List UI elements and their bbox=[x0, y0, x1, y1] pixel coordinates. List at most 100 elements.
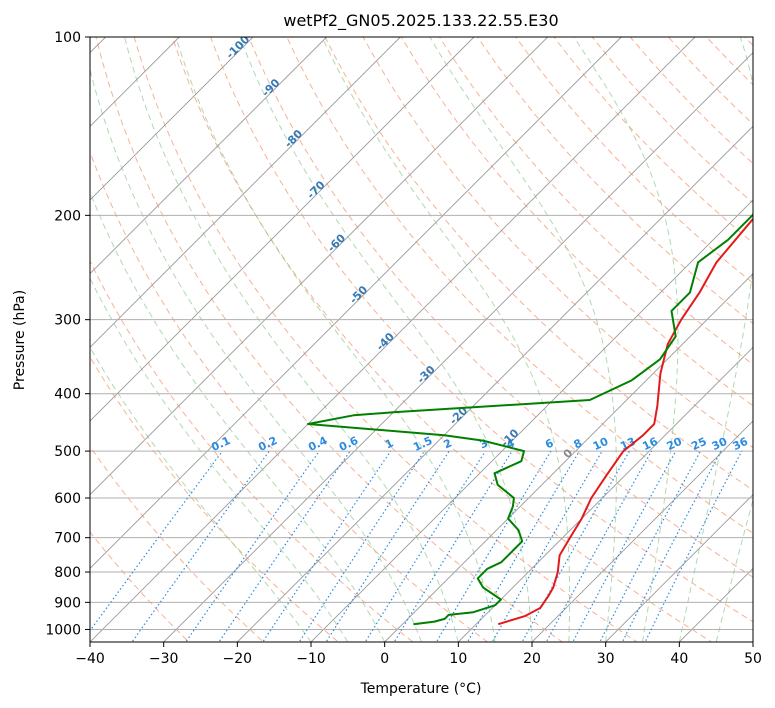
moist-adiabat bbox=[90, 67, 422, 642]
mixing-ratio-label: 6 bbox=[543, 436, 556, 451]
y-tick-label: 400 bbox=[54, 387, 81, 403]
isotherm-line bbox=[458, 346, 753, 642]
dry-adiabat bbox=[629, 37, 753, 165]
dry-adiabat bbox=[248, 37, 753, 578]
moist-adiabat bbox=[321, 37, 571, 642]
moist-adiabat bbox=[90, 277, 349, 642]
y-tick-label: 100 bbox=[54, 30, 81, 46]
isotherms bbox=[90, 37, 753, 642]
isotherm-label: -30 bbox=[415, 363, 438, 386]
isotherm-line bbox=[163, 52, 753, 642]
y-axis-label: Pressure (hPa) bbox=[12, 290, 28, 390]
isotherm-label: -60 bbox=[325, 231, 348, 254]
isotherm-label: -70 bbox=[304, 178, 327, 201]
mixing-ratio-line bbox=[185, 450, 320, 642]
plot-area: 0.1 0.2 0.4 0.6 1 1.5 2 3 4 6 8 10 13 16 20 25 30 36-100-… bbox=[90, 10, 775, 654]
dry-adiabat bbox=[90, 531, 190, 642]
y-tick-label: 500 bbox=[54, 444, 81, 460]
pressure-gridlines bbox=[90, 37, 753, 630]
dry-adiabat bbox=[90, 445, 265, 642]
isotherm-line bbox=[237, 125, 753, 642]
y-tick-label: 900 bbox=[54, 595, 81, 611]
y-tick-label: 800 bbox=[54, 565, 81, 581]
isotherm-line bbox=[90, 37, 254, 201]
mixing-ratio-line bbox=[599, 450, 702, 642]
x-tick-label: −30 bbox=[149, 651, 179, 667]
mixing-ratio-line bbox=[218, 450, 351, 642]
mixing-ratio-line bbox=[644, 450, 743, 642]
isotherm-line bbox=[90, 37, 475, 422]
isotherm-label: -50 bbox=[347, 283, 370, 306]
y-tick-label: 1000 bbox=[45, 622, 81, 638]
dry-adiabat bbox=[133, 37, 638, 642]
dry-adiabat bbox=[90, 150, 489, 642]
moist-adiabat bbox=[573, 37, 679, 642]
moist-adiabats bbox=[90, 37, 753, 642]
moist-adiabat bbox=[90, 190, 386, 642]
chart-title: wetPf2_GN05.2025.133.22.55.E30 bbox=[283, 11, 558, 31]
dry-adiabat bbox=[438, 37, 753, 366]
mixing-ratio-label: 36 bbox=[731, 435, 751, 453]
isotherm-line bbox=[90, 37, 696, 642]
x-tick-label: 20 bbox=[523, 651, 541, 667]
mixing-ratio-label: 30 bbox=[710, 435, 730, 453]
isotherm-line bbox=[384, 273, 753, 642]
isotherm-label: -80 bbox=[282, 127, 305, 150]
mixing-ratio-label: 16 bbox=[640, 435, 660, 453]
dry-adiabat bbox=[286, 37, 753, 534]
dry-adiabat bbox=[171, 37, 713, 642]
moist-adiabat bbox=[175, 37, 496, 642]
mixing-ratio-line bbox=[466, 450, 580, 642]
dry-adiabats bbox=[90, 10, 775, 654]
mixing-ratio-line bbox=[131, 450, 270, 642]
moist-adiabat bbox=[429, 37, 617, 642]
y-tick-label: 300 bbox=[54, 313, 81, 329]
x-tick-label: 50 bbox=[744, 651, 762, 667]
mixing-ratio-label: 25 bbox=[689, 435, 708, 453]
isotherm-line bbox=[90, 37, 548, 496]
mixing-ratio-line bbox=[262, 450, 392, 642]
dry-adiabat bbox=[744, 37, 753, 47]
isotherm-line bbox=[679, 567, 753, 642]
moist-adiabat bbox=[715, 498, 753, 642]
temperature-line bbox=[497, 217, 753, 626]
moist-adiabat bbox=[90, 346, 312, 642]
mixing-ratio-line bbox=[393, 450, 513, 642]
moist-adiabat bbox=[239, 37, 533, 642]
dry-adiabat bbox=[400, 37, 753, 407]
isotherm-line bbox=[90, 37, 327, 275]
mixing-ratio-lines bbox=[90, 450, 743, 642]
isotherm-line bbox=[90, 37, 622, 569]
profile-series bbox=[307, 212, 753, 626]
mixing-ratio-line bbox=[364, 450, 486, 642]
x-tick-label: 0 bbox=[380, 651, 389, 667]
x-tick-label: 10 bbox=[449, 651, 467, 667]
isotherm-line bbox=[310, 199, 753, 642]
mixing-ratio-line bbox=[572, 450, 677, 642]
mixing-ratio-line bbox=[90, 450, 223, 632]
x-tick-label: 30 bbox=[597, 651, 615, 667]
mixing-ratio-line bbox=[298, 450, 425, 642]
mixing-ratio-label: 10 bbox=[591, 435, 611, 453]
dry-adiabat bbox=[95, 37, 564, 642]
mixing-ratio-label: 13 bbox=[618, 435, 637, 453]
isotherm-label: -90 bbox=[259, 76, 282, 99]
isotherm-line bbox=[531, 420, 753, 642]
x-axis: −40 −30 −20 −10 0 10 20 30 40 50 bbox=[75, 642, 762, 667]
dry-adiabat bbox=[515, 37, 753, 284]
x-tick-label: 40 bbox=[670, 651, 688, 667]
dry-adiabat bbox=[324, 37, 753, 491]
dry-adiabat bbox=[705, 37, 753, 86]
dry-adiabat bbox=[90, 259, 414, 642]
mixing-ratio-line bbox=[621, 450, 722, 642]
dry-adiabat bbox=[209, 37, 753, 623]
dry-adiabat bbox=[756, 10, 775, 654]
x-tick-label: −10 bbox=[296, 651, 326, 667]
y-tick-label: 600 bbox=[54, 491, 81, 507]
y-tick-label: 200 bbox=[54, 208, 81, 224]
isotherm-line bbox=[605, 494, 753, 642]
isotherm-line bbox=[752, 641, 753, 642]
mixing-ratio-label: 20 bbox=[665, 435, 685, 453]
mixing-ratio-line bbox=[325, 450, 450, 642]
